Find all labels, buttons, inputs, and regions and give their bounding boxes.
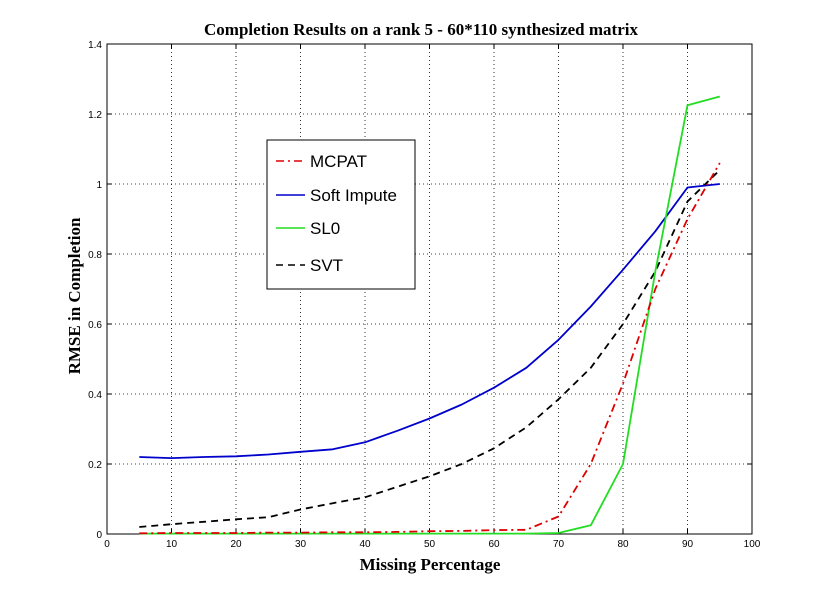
x-axis-label: Missing Percentage (360, 555, 501, 574)
y-axis-label: RMSE in Completion (65, 217, 84, 374)
x-tick-label: 90 (682, 539, 694, 550)
y-tick-label: 0.2 (88, 460, 102, 471)
series-line-svt (139, 169, 721, 528)
y-tick-label: 0.8 (88, 250, 102, 261)
x-tick-label: 60 (488, 539, 500, 550)
x-tick-label: 30 (295, 539, 307, 550)
x-tick-label: 0 (104, 539, 110, 550)
legend: MCPAT Soft Impute SL0 SVT (266, 139, 416, 290)
legend-box (266, 139, 416, 290)
legend-label-soft-impute: Soft Impute (310, 186, 397, 205)
x-tick-label: 10 (166, 539, 178, 550)
x-tick-label: 20 (230, 539, 242, 550)
legend-label-svt: SVT (310, 256, 343, 275)
x-tick-label: 100 (744, 539, 761, 550)
x-tick-label: 80 (617, 539, 629, 550)
y-tick-label: 0 (96, 530, 102, 541)
series-line-mcpat (139, 162, 721, 535)
legend-label-sl0: SL0 (310, 219, 340, 238)
y-tick-label: 0.6 (88, 320, 102, 331)
chart-title: Completion Results on a rank 5 - 60*110 … (204, 20, 638, 39)
x-tick-label: 50 (424, 539, 436, 550)
y-tick-label: 0.4 (88, 390, 102, 401)
axis-ticks: 0 10 20 30 40 50 60 70 80 90 100 0 0.2 0.4 0.6 0.8 1 1.2 1… (88, 40, 761, 550)
series-line-soft-impute (139, 183, 720, 460)
y-tick-label: 1.2 (88, 110, 102, 121)
x-tick-label: 70 (553, 539, 565, 550)
y-tick-label: 1.4 (88, 40, 102, 51)
x-tick-label: 40 (359, 539, 371, 550)
legend-label-mcpat: MCPAT (310, 152, 367, 171)
series-lines (139, 95, 721, 535)
y-tick-label: 1 (96, 180, 102, 191)
